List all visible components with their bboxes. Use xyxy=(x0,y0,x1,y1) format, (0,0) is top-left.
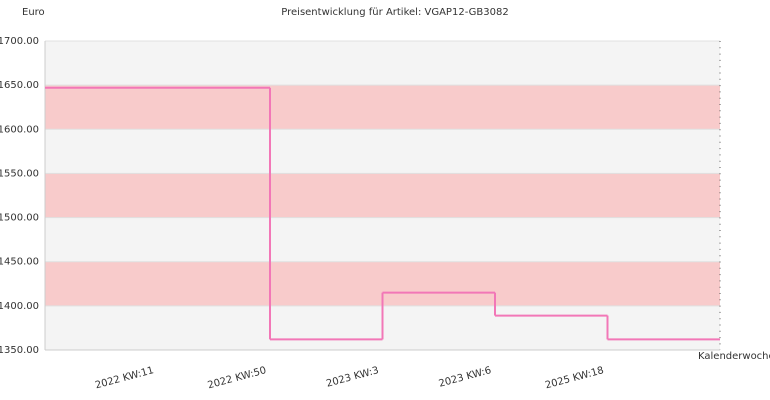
x-tick-label: 2025 KW:18 xyxy=(544,365,605,391)
band xyxy=(45,41,720,86)
x-tick-label: 2022 KW:50 xyxy=(207,365,268,391)
x-tick-label: 2023 KW:3 xyxy=(325,365,380,390)
y-tick-label: 1650.00 xyxy=(0,80,39,91)
y-tick-label: 1500.00 xyxy=(0,213,39,224)
y-tick-label: 1400.00 xyxy=(0,301,39,312)
y-tick-label: 1600.00 xyxy=(0,124,39,135)
x-axis-label: Kalenderwoche xyxy=(698,351,770,362)
x-tick-label: 2022 KW:11 xyxy=(94,365,155,391)
band xyxy=(45,85,720,130)
x-tick-label: 2023 KW:6 xyxy=(438,365,493,390)
y-tick-label: 1450.00 xyxy=(0,257,39,268)
band xyxy=(45,217,720,262)
band xyxy=(45,129,720,174)
y-axis-label: Euro xyxy=(22,7,45,18)
band xyxy=(45,173,720,218)
y-tick-label: 1350.00 xyxy=(0,345,39,356)
y-tick-label: 1700.00 xyxy=(0,36,39,47)
y-tick-label: 1550.00 xyxy=(0,168,39,179)
chart-title: Preisentwicklung für Artikel: VGAP12-GB3… xyxy=(281,7,508,18)
